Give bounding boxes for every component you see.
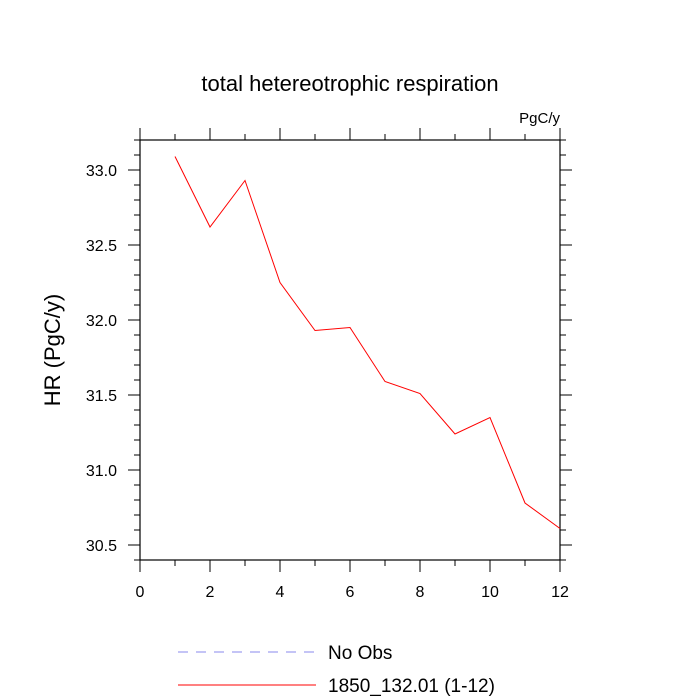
data-point <box>349 326 352 329</box>
data-point <box>489 416 492 419</box>
data-point <box>384 380 387 383</box>
x-tick-label: 4 <box>276 584 285 601</box>
data-point <box>524 502 527 505</box>
chart-title: total hetereotrophic respiration <box>201 71 498 96</box>
legend: No Obs 1850_132.01 (1-12) <box>178 643 495 697</box>
series-line-0 <box>174 156 561 529</box>
x-tick-label: 10 <box>481 584 499 601</box>
x-tick-label: 2 <box>206 584 215 601</box>
data-point <box>559 527 562 530</box>
y-tick-label: 31.5 <box>86 388 117 405</box>
x-tick-label: 12 <box>551 584 569 601</box>
x-tick-label: 8 <box>416 584 425 601</box>
data-point <box>174 155 177 158</box>
data-point <box>244 179 247 182</box>
data-point <box>209 226 212 229</box>
data-point <box>454 433 457 436</box>
data-point <box>419 392 422 395</box>
data-point <box>314 329 317 332</box>
y-tick-label: 30.5 <box>86 538 117 555</box>
legend-label-1: 1850_132.01 (1-12) <box>328 676 495 697</box>
y-axis-label: HR (PgC/y) <box>40 294 65 406</box>
legend-label-0: No Obs <box>328 643 392 664</box>
y-tick-label: 32.5 <box>86 238 117 255</box>
axis-ticks: 0 2 4 6 8 10 12 30.5 31.0 31.5 32.0 32.5 33.0 <box>86 128 572 601</box>
series-layer <box>174 155 562 530</box>
x-tick-label: 0 <box>136 584 145 601</box>
y-tick-label: 31.0 <box>86 463 117 480</box>
y-tick-label: 32.0 <box>86 313 117 330</box>
plot-frame <box>139 139 561 561</box>
y-tick-label: 33.0 <box>86 163 117 180</box>
data-point <box>279 281 282 284</box>
x-tick-label: 6 <box>346 584 355 601</box>
units-label: PgC/y <box>519 110 560 127</box>
